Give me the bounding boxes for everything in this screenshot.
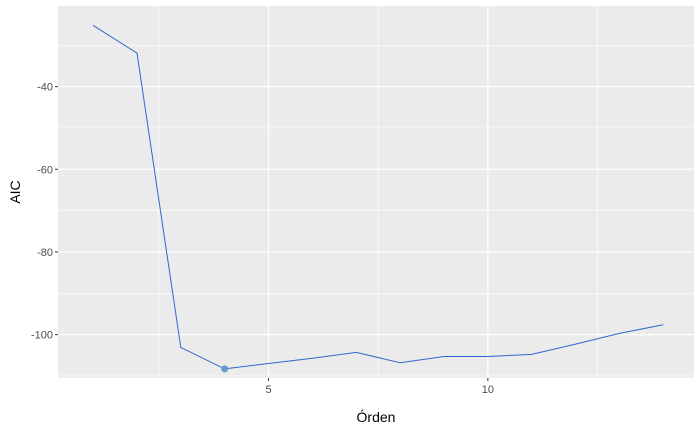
x-tick-label: 10 xyxy=(482,384,494,396)
y-tick-label: -100 xyxy=(31,330,53,342)
aic-series-line xyxy=(92,24,664,370)
y-tick-label: -40 xyxy=(37,82,53,94)
x-axis-title: Órden xyxy=(357,409,396,425)
plot-panel xyxy=(58,6,694,378)
major-grid xyxy=(58,6,694,378)
y-axis-title: AIC xyxy=(7,180,23,203)
x-tick-label: 5 xyxy=(265,384,271,396)
minor-grid xyxy=(58,6,694,378)
y-tick-label: -60 xyxy=(37,164,53,176)
y-tick-label: -80 xyxy=(37,247,53,259)
series-layer xyxy=(92,24,664,373)
min-aic-point xyxy=(221,365,229,373)
ticks-layer: 5 10 -40 -60 -80 -100 xyxy=(31,82,494,396)
